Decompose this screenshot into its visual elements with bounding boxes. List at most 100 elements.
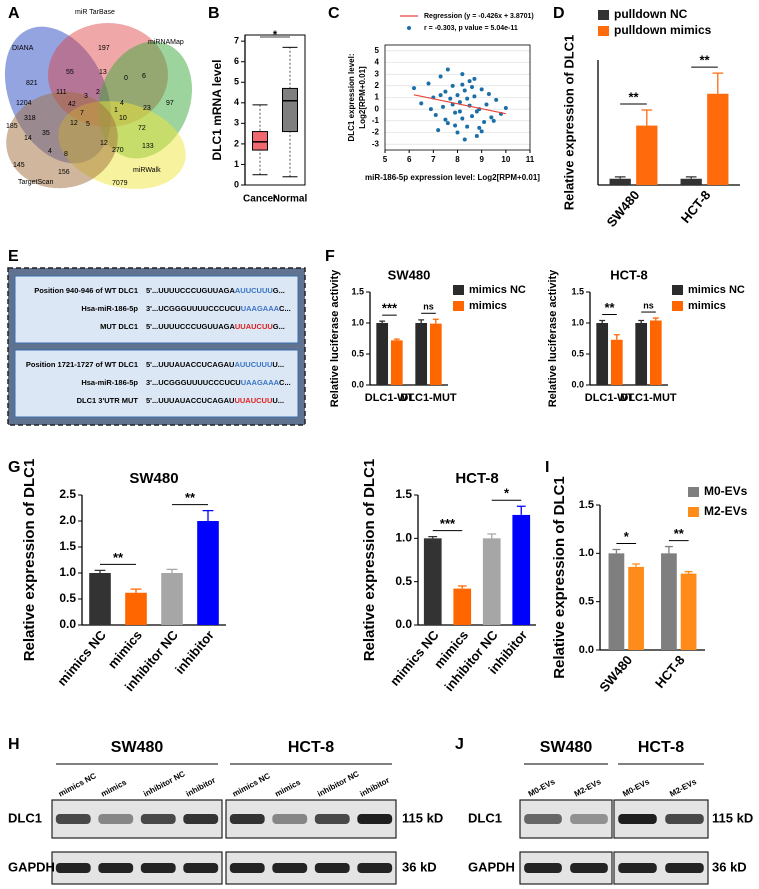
legend-label: mimics NC	[469, 284, 526, 296]
panel-label: J	[455, 736, 464, 753]
legend-swatch	[672, 301, 683, 311]
y-tick-label: 1.0	[59, 565, 76, 579]
point	[426, 81, 431, 86]
significance-label: **	[674, 526, 685, 541]
venn-count: 35	[42, 130, 50, 137]
regression-line	[413, 94, 506, 115]
lane-label: mimics NC	[231, 771, 272, 798]
lane-label: M0-EVs	[527, 777, 557, 799]
point	[433, 113, 438, 117]
cell-line-label: SW480	[540, 739, 593, 756]
protein-label: DLC1	[8, 810, 42, 825]
band	[524, 863, 562, 873]
venn-count: 12	[70, 120, 78, 127]
lane-label: M0-EVs	[621, 777, 651, 799]
y-tick-label: 1.5	[59, 539, 76, 553]
significance-label: **	[185, 490, 196, 505]
venn-count: 10	[119, 115, 127, 122]
sequence-part: C...	[279, 378, 291, 387]
y-axis-label: DLC1 expression level:	[347, 53, 356, 141]
legend-label: mimics	[469, 300, 507, 312]
y-tick-label: 0.0	[571, 379, 584, 389]
venn-set	[6, 91, 118, 189]
y-tick-label: -1	[372, 116, 380, 125]
point	[467, 79, 472, 84]
lane-label: M2-EVs	[573, 777, 603, 799]
point	[455, 130, 460, 135]
significance-label: ***	[382, 301, 398, 316]
sequence-part: C...	[279, 304, 291, 313]
point	[462, 137, 467, 142]
sequence-part: AUUCUUU	[234, 360, 272, 369]
error-bar	[613, 334, 620, 340]
sequence-label: DLC1 3'UTR MUT	[77, 396, 139, 405]
venn-count: 0	[124, 75, 128, 82]
x-tick-label: inhibitor	[172, 627, 217, 676]
significance-label: ***	[440, 516, 456, 531]
error-bar	[652, 317, 659, 321]
x-tick-label: 6	[407, 155, 412, 164]
y-tick-label: -2	[372, 128, 380, 137]
venn-count: 12	[100, 140, 108, 147]
y-tick-label: 1.0	[351, 317, 364, 327]
sequence: 3'...UCGGGUUUUCCCUCUUAAGAAAC...	[146, 304, 291, 313]
error-bar	[428, 535, 438, 539]
x-tick-label: 8	[455, 155, 460, 164]
point	[412, 86, 416, 91]
panel-label: E	[8, 248, 19, 265]
sequence-label: MUT DLC1	[100, 322, 138, 331]
y-tick-label: 0.5	[571, 348, 584, 358]
band	[314, 814, 350, 824]
error-bar	[432, 318, 439, 324]
legend-label: mimics	[688, 300, 726, 312]
venn-count: 3	[84, 93, 88, 100]
legend-label: M0-EVs	[704, 484, 748, 498]
cell-line-label: HCT-8	[638, 739, 684, 756]
error-bar	[418, 319, 425, 323]
panel-label: A	[8, 5, 20, 22]
band	[272, 814, 308, 824]
x-tick-label: 7	[431, 155, 436, 164]
y-axis-label: Relative expression of DLC1	[21, 459, 38, 662]
venn-count: 1	[114, 107, 118, 114]
sequence-part: U...	[272, 396, 284, 405]
venn-count: 156	[58, 169, 70, 176]
y-tick-label: 6	[234, 56, 239, 66]
sequence-part: G...	[273, 322, 285, 331]
venn-count: 4	[120, 100, 124, 107]
y-axis-label: Relative luciferase activity	[329, 269, 341, 407]
error-bar	[599, 319, 606, 323]
venn-count: 133	[142, 143, 154, 150]
point	[474, 134, 479, 138]
legend-swatch	[688, 487, 699, 497]
sequence-part: 3'...UCGGGUUUUCCCUCU	[146, 304, 241, 313]
y-tick-label: 7	[234, 36, 239, 46]
venn-count: 7	[80, 110, 84, 117]
venn-count: 13	[99, 69, 107, 76]
bar	[429, 323, 442, 385]
band	[98, 863, 134, 873]
x-tick-label: 11	[526, 155, 535, 164]
y-tick-label: 0.5	[579, 596, 594, 608]
sequence: 5'...UUUUCCCUGUUAGAAUUCUUUG...	[146, 286, 285, 295]
y-axis-label: Relative luciferase activity	[547, 269, 559, 407]
venn-count: 4	[48, 148, 52, 155]
lane-label: inhibitor	[358, 776, 390, 799]
protein-label: GAPDH	[8, 859, 55, 874]
venn-count: 14	[24, 135, 32, 142]
band	[665, 814, 704, 824]
point	[445, 67, 450, 72]
y-axis-label: DLC1 mRNA level	[210, 60, 224, 161]
sequence-label: Position 1721-1727 of WT DLC1	[26, 360, 138, 369]
band	[618, 863, 657, 873]
error-bar	[457, 585, 467, 589]
y-tick-label: 1.5	[579, 499, 594, 511]
y-tick-label: 4	[375, 58, 380, 67]
legend-label: M2-EVs	[704, 504, 748, 518]
chart-title: HCT-8	[455, 470, 498, 487]
band	[357, 863, 393, 873]
point	[460, 82, 465, 87]
sequence-label: Position 940-946 of WT DLC1	[34, 286, 138, 295]
error-bar	[685, 176, 697, 179]
y-tick-label: 2	[375, 81, 380, 90]
